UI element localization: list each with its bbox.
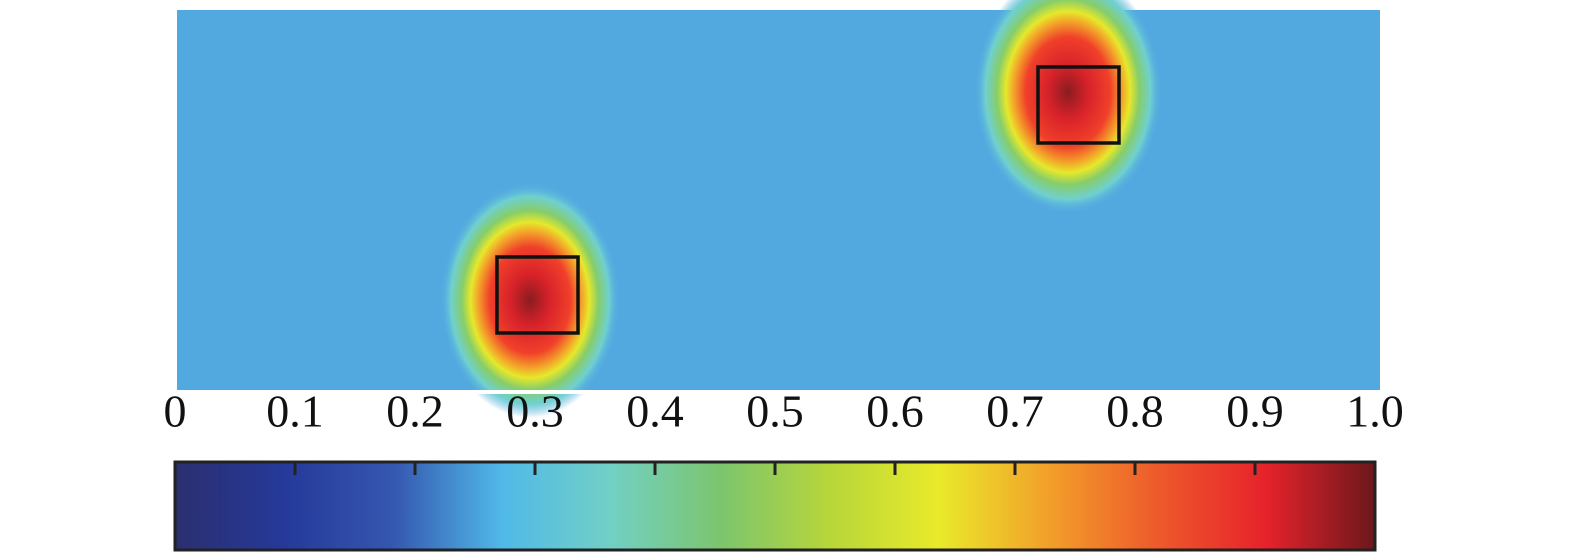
colorbar-tick-label: 0.8 [1106,386,1164,437]
colorbar-tick-label: 0.7 [986,386,1044,437]
heatmap-background [177,10,1380,390]
colorbar-tick-label: 0.4 [626,386,684,437]
colorbar-tick-label: 0.3 [506,386,564,437]
colorbar-tick-label: 0.9 [1226,386,1284,437]
colorbar [173,460,1377,552]
colorbar-tick-label: 0.1 [266,386,324,437]
mask [177,390,1380,394]
hotspot [440,182,620,418]
target-box [495,255,580,335]
heatmap [177,0,1380,418]
colorbar-tick-label: 0.5 [746,386,804,437]
colorbar-tick-label: 0.2 [386,386,444,437]
hotspot [974,0,1162,214]
colorbar-tick-label: 1.0 [1346,386,1404,437]
colorbar-tick-label: 0.6 [866,386,924,437]
target-box [1036,65,1121,145]
colorbar-tick-label: 0 [164,386,187,437]
